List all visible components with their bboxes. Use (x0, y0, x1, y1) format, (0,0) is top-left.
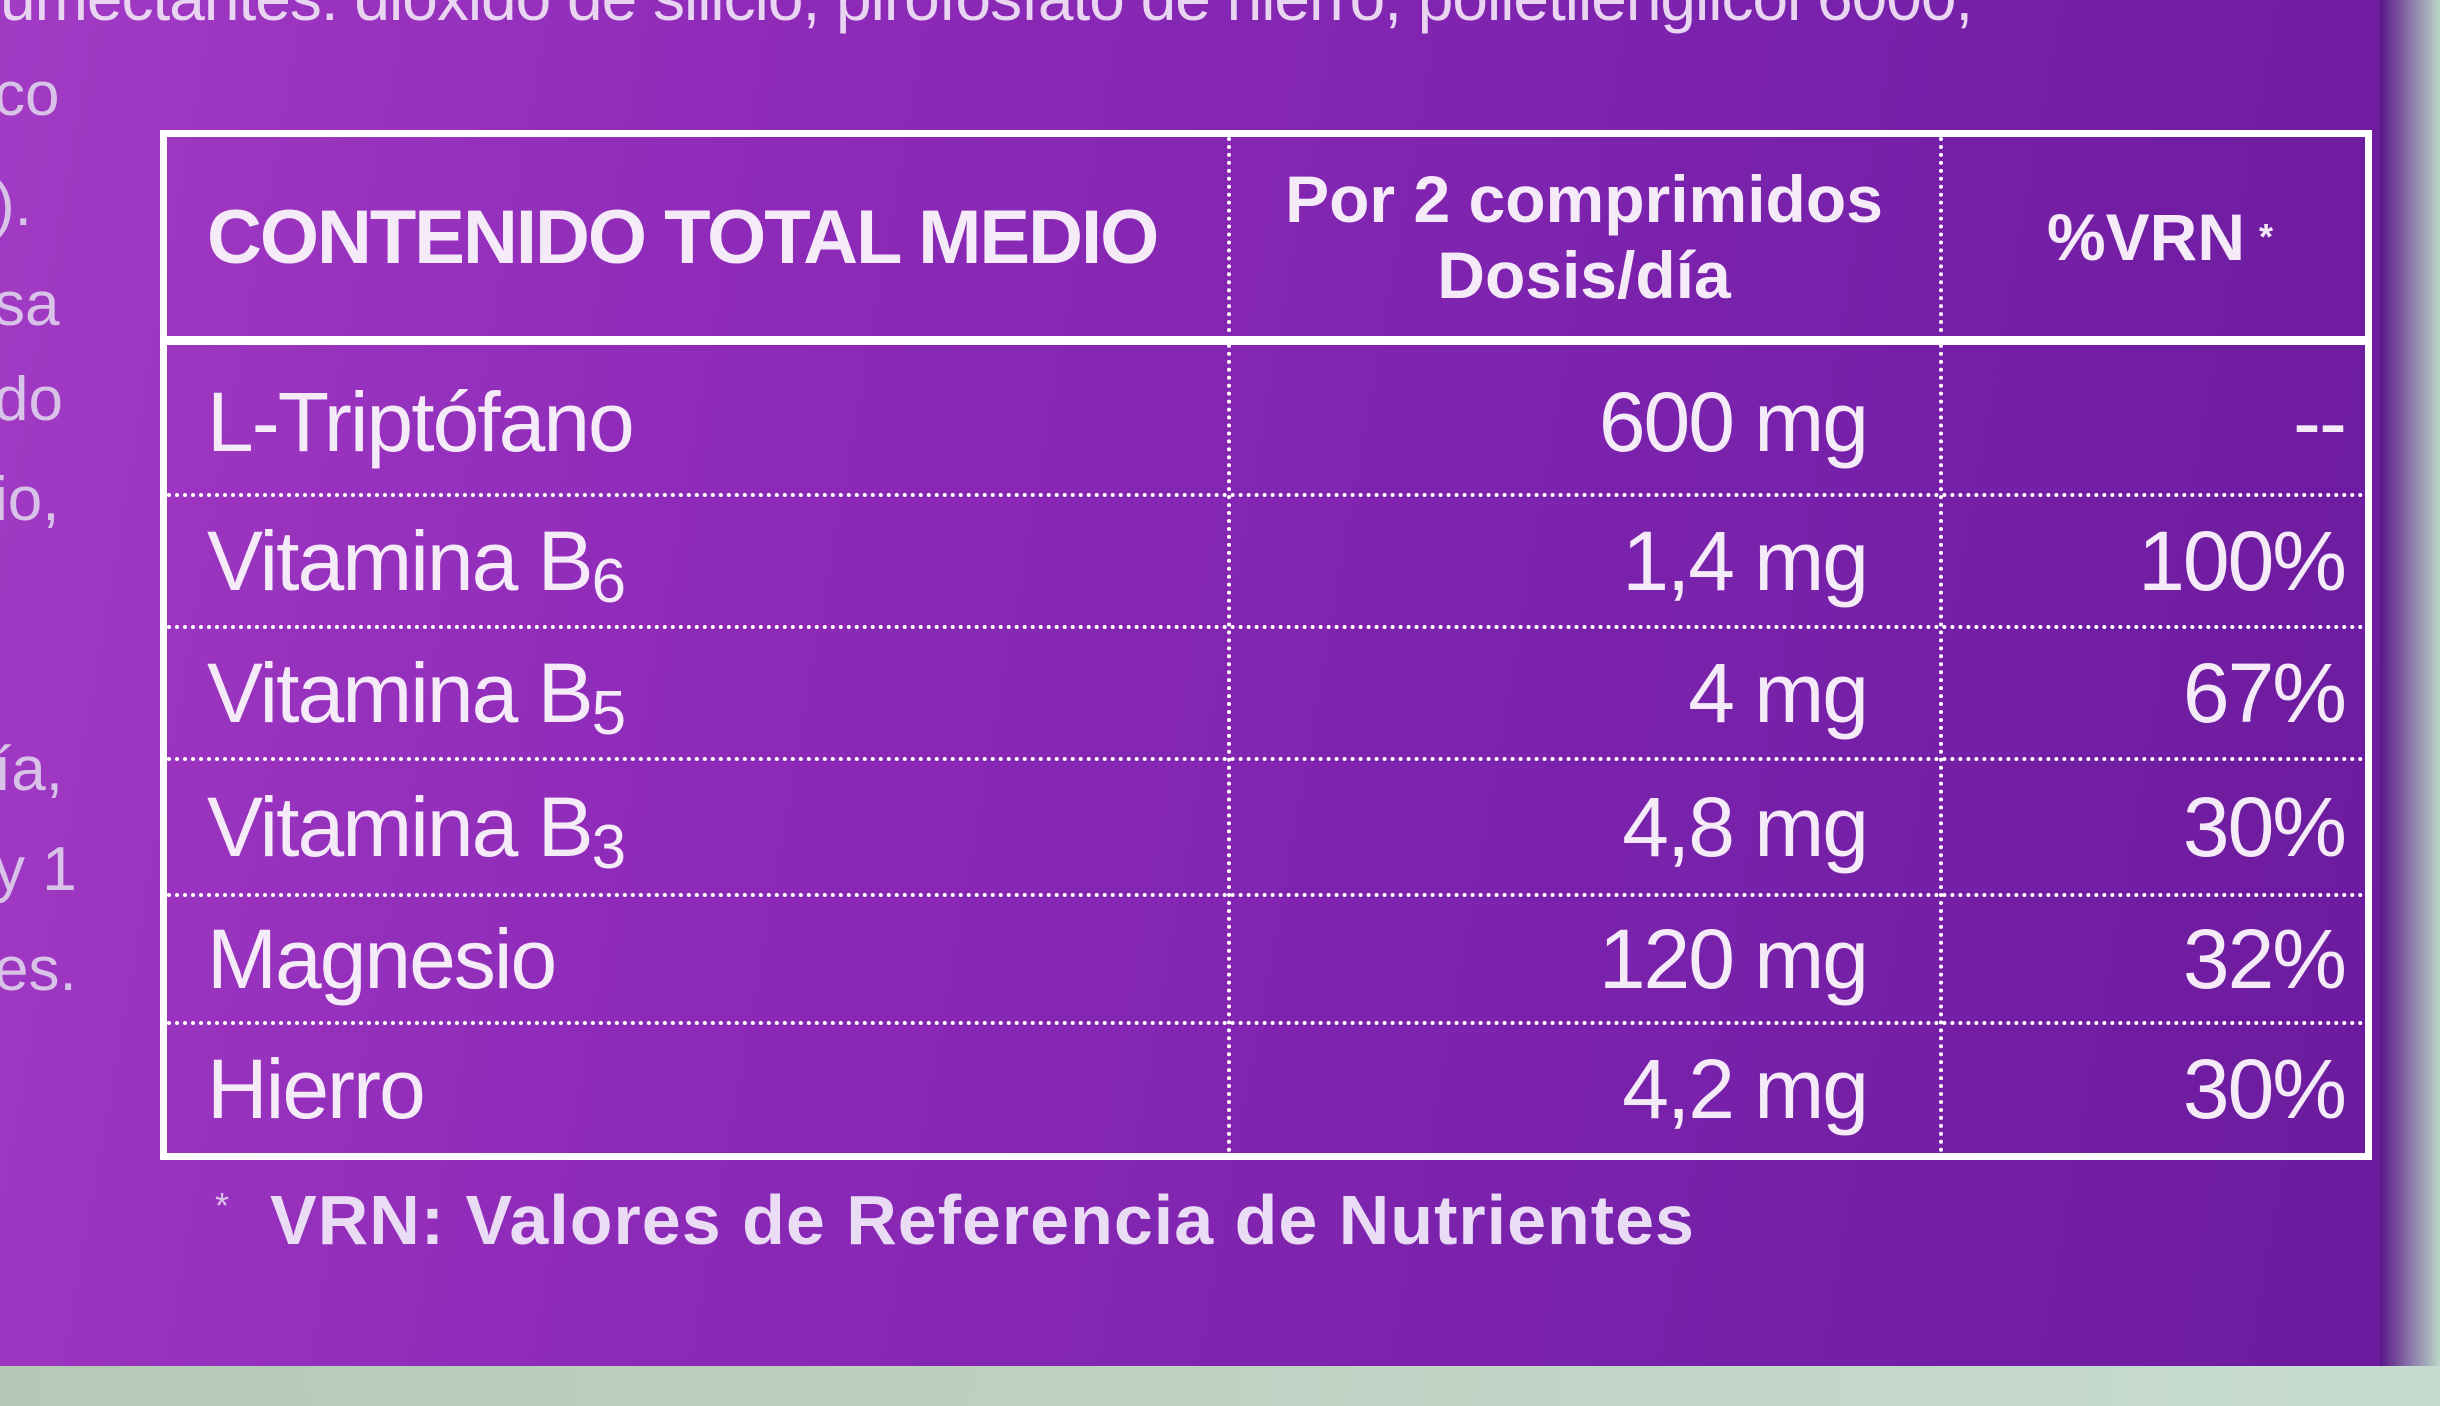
nutrient-vrn: 67% (2182, 645, 2347, 740)
header-amount-line1: Por 2 comprimidos (1285, 162, 1883, 236)
column-divider (1939, 137, 1943, 1153)
nutrient-label: Vitamina B (207, 645, 594, 740)
nutrient-amount: 1,4 mg (1622, 513, 1869, 608)
cut-text: es. (0, 935, 77, 1004)
footnote: VRN: Valores de Referencia de Nutrientes (270, 1181, 1695, 1259)
cut-text: do (0, 365, 63, 434)
footnote-asterisk: * (215, 1185, 230, 1226)
nutrient-subscript: 3 (591, 812, 627, 882)
nutrient-amount: 120 mg (1598, 911, 1869, 1006)
nutrient-vrn: 30% (2182, 1041, 2347, 1136)
nutrient-amount: 4 mg (1688, 645, 1869, 740)
nutrient-label: L-Triptófano (207, 375, 635, 469)
table-row: Hierro 4,2 mg 30% (167, 1025, 2365, 1153)
nutrient-vrn: 100% (2138, 513, 2347, 608)
surface-background (0, 1366, 2440, 1406)
cut-text: y 1 (0, 835, 77, 904)
nutrient-name: Magnesio (207, 897, 557, 1021)
column-divider (1227, 137, 1231, 1153)
nutrient-vrn: 30% (2182, 779, 2347, 874)
nutrient-subscript: 5 (591, 678, 627, 748)
cut-text: ía, (0, 735, 63, 804)
nutrient-name: L-Triptófano (207, 352, 635, 493)
cut-text: sa (0, 270, 60, 339)
table-row: Magnesio 120 mg 32% (167, 897, 2365, 1025)
table-header: CONTENIDO TOTAL MEDIO Por 2 comprimidos … (167, 137, 2365, 345)
cut-text: co (0, 60, 60, 129)
nutrient-label: Hierro (207, 1041, 426, 1136)
table-row: L-Triptófano 600 mg -- (167, 352, 2365, 497)
header-amount: Por 2 comprimidos Dosis/día (1233, 137, 1935, 337)
nutrient-amount: 600 mg (1598, 375, 1869, 469)
package-edge (2380, 0, 2440, 1406)
nutrient-label: Vitamina B (207, 779, 594, 874)
nutrient-name: Hierro (207, 1025, 426, 1153)
header-vrn: %VRN * (1945, 137, 2375, 337)
nutrient-label: Vitamina B (207, 513, 594, 608)
nutrient-vrn: -- (2293, 375, 2347, 469)
nutrient-amount: 4,2 mg (1622, 1041, 1869, 1136)
nutrient-subscript: 6 (591, 546, 627, 616)
header-vrn-label: %VRN (2046, 200, 2246, 274)
cut-text: ). (0, 170, 32, 239)
header-amount-line2: Dosis/día (1437, 238, 1731, 312)
cut-text: io, (0, 465, 60, 534)
nutrition-table: CONTENIDO TOTAL MEDIO Por 2 comprimidos … (160, 130, 2372, 1160)
asterisk-mark: * (2259, 216, 2274, 257)
nutrient-amount: 4,8 mg (1622, 779, 1869, 874)
header-nutrient: CONTENIDO TOTAL MEDIO (207, 194, 1159, 280)
ingredients-text: umectantes: dióxido de silicio, pirofosf… (0, 0, 1973, 34)
nutrient-label: Magnesio (207, 911, 557, 1006)
nutrient-vrn: 32% (2182, 911, 2347, 1006)
